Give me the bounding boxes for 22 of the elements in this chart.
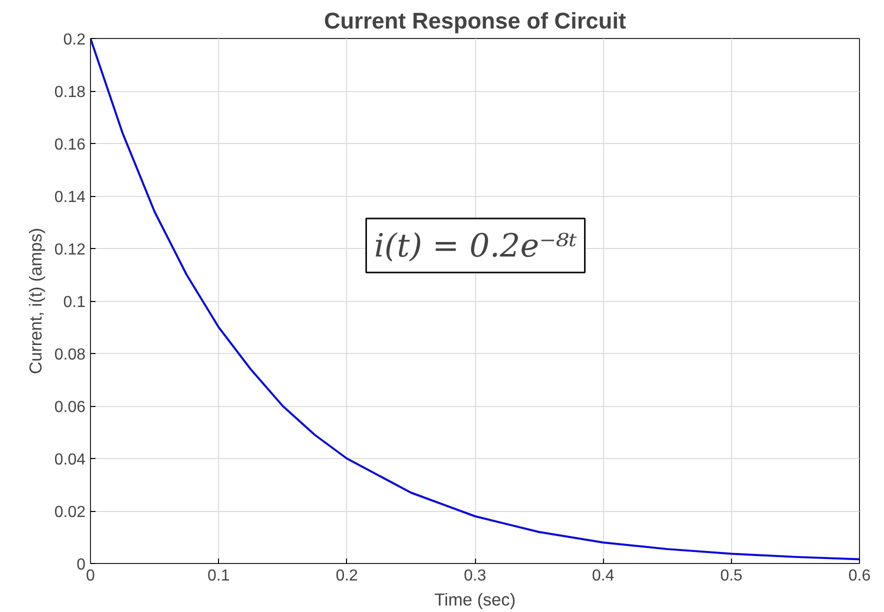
x-tick-label: 0.2 <box>336 568 358 584</box>
y-tick-label: 0.12 <box>54 242 86 258</box>
x-tick-label: 0.1 <box>208 568 230 584</box>
x-tick-label: 0.5 <box>720 568 743 584</box>
y-tick-label: 0.04 <box>54 452 86 468</box>
x-axis-title: Time (sec) <box>434 590 516 610</box>
y-axis-title: Current, i(t) (amps) <box>25 228 46 374</box>
y-tick-label: 0.16 <box>54 136 86 154</box>
y-tick-label: 0.18 <box>54 84 86 101</box>
y-tick-label: 0.2 <box>63 32 86 48</box>
line-series <box>90 38 860 560</box>
x-tick-label: 0.3 <box>464 568 486 584</box>
y-tick-label: 0.08 <box>54 346 86 364</box>
y-tick-label: 0.14 <box>54 189 86 206</box>
y-tick-label: 0.1 <box>63 294 86 311</box>
x-tick-label: 0.6 <box>848 568 871 584</box>
x-tick-label: 0.4 <box>592 568 614 584</box>
y-tick-label: 0.02 <box>54 504 86 521</box>
chart-title: Current Response of Circuit <box>324 8 627 34</box>
y-tick-label: 0 <box>76 556 86 574</box>
annotation: i(t) = 0.2e⁻⁸ᵗ <box>374 226 577 264</box>
y-tick-label: 0.06 <box>54 399 86 416</box>
